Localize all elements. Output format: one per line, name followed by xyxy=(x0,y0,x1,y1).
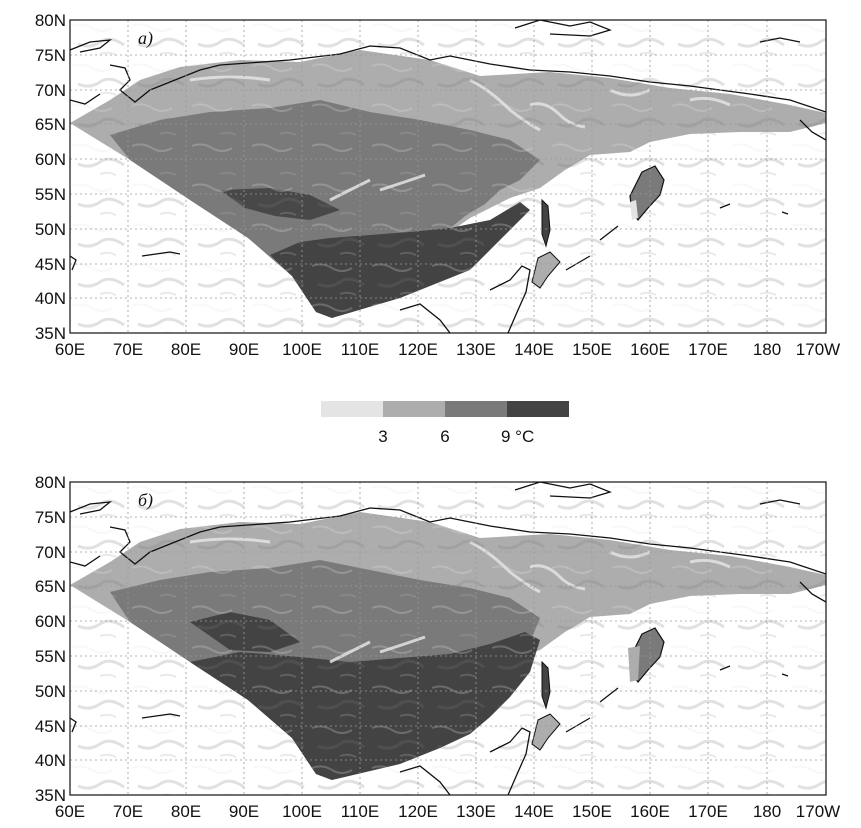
svg-text:55N: 55N xyxy=(35,647,66,666)
kamchatka-tip xyxy=(630,200,638,220)
svg-text:170W: 170W xyxy=(796,340,840,359)
y-tick-labels: 35N 40N 45N 50N 55N 60N 65N 70N 75N 80N xyxy=(35,473,66,805)
svg-text:140E: 140E xyxy=(514,802,554,821)
svg-text:170W: 170W xyxy=(796,802,840,821)
svg-text:45N: 45N xyxy=(35,717,66,736)
colorbar-swatch-9-plus xyxy=(507,401,569,417)
kamchatka-tip xyxy=(628,646,640,682)
svg-text:170E: 170E xyxy=(688,340,728,359)
gridlines xyxy=(70,20,826,333)
svg-text:130E: 130E xyxy=(456,802,496,821)
svg-text:40N: 40N xyxy=(35,289,66,308)
svg-text:110E: 110E xyxy=(341,802,379,821)
map-panel-b: б) 35N 40N 45N 50N 55N 60N 65N 70N 75N 8… xyxy=(35,473,840,821)
svg-text:35N: 35N xyxy=(35,786,66,805)
svg-text:160E: 160E xyxy=(630,340,670,359)
colorbar-swatch-0-3 xyxy=(321,401,383,417)
svg-text:100E: 100E xyxy=(282,802,322,821)
svg-text:120E: 120E xyxy=(398,340,438,359)
x-tick-labels: 60E 70E 80E 90E 100E 110E 120E 130E 140E… xyxy=(55,802,840,821)
svg-text:70E: 70E xyxy=(113,340,143,359)
panel-label-a: а) xyxy=(138,28,153,49)
svg-text:110E: 110E xyxy=(341,340,379,359)
svg-text:100E: 100E xyxy=(282,340,322,359)
svg-text:120E: 120E xyxy=(398,802,438,821)
svg-text:45N: 45N xyxy=(35,255,66,274)
svg-text:160E: 160E xyxy=(630,802,670,821)
svg-text:60N: 60N xyxy=(35,612,66,631)
svg-text:75N: 75N xyxy=(35,508,66,527)
svg-text:60E: 60E xyxy=(55,802,85,821)
svg-text:80N: 80N xyxy=(35,473,66,492)
japan xyxy=(531,251,561,289)
colorbar: 3 6 9 °C xyxy=(321,401,569,446)
kamchatka xyxy=(629,165,665,221)
svg-text:90E: 90E xyxy=(229,340,259,359)
svg-text:35N: 35N xyxy=(35,324,66,343)
japan xyxy=(531,713,561,751)
sakhalin xyxy=(541,198,551,248)
svg-text:150E: 150E xyxy=(572,340,612,359)
svg-text:180: 180 xyxy=(753,340,781,359)
svg-text:170E: 170E xyxy=(688,802,728,821)
svg-text:180: 180 xyxy=(753,802,781,821)
svg-text:150E: 150E xyxy=(572,802,612,821)
svg-text:75N: 75N xyxy=(35,46,66,65)
svg-text:80N: 80N xyxy=(35,11,66,30)
svg-text:80E: 80E xyxy=(171,802,201,821)
svg-text:60N: 60N xyxy=(35,150,66,169)
map-panel-a: а) 35N 40N 45N 50N 55N 60N 65N 70N 75N 8… xyxy=(35,11,840,359)
svg-text:130E: 130E xyxy=(456,340,496,359)
panel-label-b: б) xyxy=(138,490,153,511)
svg-text:50N: 50N xyxy=(35,220,66,239)
colorbar-label-3: 3 xyxy=(378,427,387,446)
svg-text:60E: 60E xyxy=(55,340,85,359)
svg-text:90E: 90E xyxy=(229,802,259,821)
colorbar-swatch-6-9 xyxy=(445,401,507,417)
svg-text:140E: 140E xyxy=(514,340,554,359)
colorbar-label-9: 9 °C xyxy=(501,427,534,446)
svg-text:70N: 70N xyxy=(35,81,66,100)
svg-text:40N: 40N xyxy=(35,751,66,770)
svg-text:70N: 70N xyxy=(35,543,66,562)
svg-text:65N: 65N xyxy=(35,577,66,596)
svg-text:65N: 65N xyxy=(35,115,66,134)
y-tick-labels: 35N 40N 45N 50N 55N 60N 65N 70N 75N 80N xyxy=(35,11,66,343)
colorbar-label-6: 6 xyxy=(440,427,449,446)
svg-text:55N: 55N xyxy=(35,185,66,204)
svg-text:80E: 80E xyxy=(171,340,201,359)
colorbar-swatch-3-6 xyxy=(383,401,445,417)
gridlines xyxy=(70,482,826,795)
x-tick-labels: 60E 70E 80E 90E 100E 110E 120E 130E 140E… xyxy=(55,340,840,359)
svg-text:70E: 70E xyxy=(113,802,143,821)
svg-text:50N: 50N xyxy=(35,682,66,701)
sakhalin xyxy=(541,660,551,710)
